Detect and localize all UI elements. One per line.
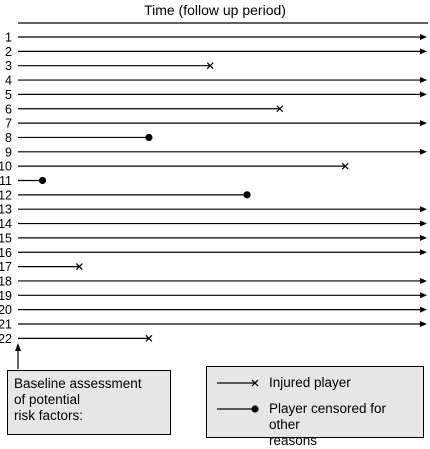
censored-dot-icon (217, 405, 259, 413)
arrow-head-icon (420, 306, 427, 313)
arrow-head-icon (420, 292, 427, 299)
player-row-16: 16 (0, 246, 427, 260)
injured-cross-icon (75, 263, 83, 271)
player-label-11: 11 (0, 174, 12, 188)
player-label-10: 10 (0, 160, 12, 174)
player-label-13: 13 (0, 203, 12, 217)
player-label-20: 20 (0, 303, 12, 317)
player-row-4: 4 (5, 74, 427, 88)
player-row-2: 2 (5, 45, 427, 59)
arrow-head-icon (420, 249, 427, 256)
player-label-21: 21 (0, 318, 12, 332)
cross-stroke (206, 62, 214, 70)
injured-cross-icon (206, 62, 214, 70)
arrow-head-icon (420, 77, 427, 84)
player-label-3: 3 (5, 59, 12, 73)
player-label-12: 12 (0, 188, 12, 202)
player-row-5: 5 (5, 88, 427, 102)
legend-censored-label: Player censored for other reasons (269, 401, 399, 449)
baseline-line-2: of potential (14, 392, 81, 407)
arrow-head-icon (420, 91, 427, 98)
censored-dot-icon (38, 176, 47, 185)
player-label-22: 22 (0, 332, 12, 346)
player-label-4: 4 (5, 74, 12, 88)
player-row-9: 9 (5, 145, 427, 159)
player-label-5: 5 (5, 88, 12, 102)
arrow-head-icon (420, 148, 427, 155)
player-row-17: 17 (0, 260, 83, 274)
player-row-7: 7 (5, 117, 427, 131)
player-label-6: 6 (5, 102, 12, 116)
player-label-2: 2 (5, 45, 12, 59)
diagram-title: Time (follow up period) (144, 2, 286, 18)
follow-up-diagram: Time (follow up period) 1234567891011121… (0, 2, 428, 369)
player-row-21: 21 (0, 318, 427, 332)
arrow-head-icon (420, 220, 427, 227)
player-row-14: 14 (0, 217, 427, 231)
arrow-head-icon (420, 321, 427, 327)
player-label-18: 18 (0, 274, 12, 288)
cross-stroke (75, 263, 83, 271)
player-row-3: 3 (5, 59, 214, 73)
cross-stroke (341, 162, 349, 170)
baseline-line-3: risk factors: (14, 408, 84, 423)
arrow-head-icon (420, 48, 427, 55)
cross-stroke (276, 105, 284, 113)
baseline-assessment-box: Baseline assessment of potential risk fa… (7, 370, 171, 435)
censored-dot-icon (145, 133, 153, 142)
baseline-line-1: Baseline assessment (14, 376, 142, 391)
arrow-head-icon (420, 120, 427, 127)
player-row-13: 13 (0, 203, 427, 217)
player-row-8: 8 (5, 131, 153, 145)
arrow-head-icon (420, 234, 427, 241)
player-row-18: 18 (0, 274, 427, 288)
player-label-1: 1 (5, 31, 12, 45)
player-row-20: 20 (0, 303, 427, 317)
legend-item-censored: Player censored for other reasons (215, 401, 399, 449)
player-row-19: 19 (0, 289, 427, 303)
arrow-head-icon (420, 277, 427, 284)
player-label-7: 7 (5, 117, 12, 131)
arrow-head-icon (420, 206, 427, 213)
legend-injured-label: Injured player (269, 375, 351, 390)
player-label-9: 9 (5, 145, 12, 159)
cross-stroke (145, 334, 153, 342)
player-label-15: 15 (0, 231, 12, 245)
player-row-10: 10 (0, 160, 349, 174)
player-label-8: 8 (5, 131, 12, 145)
player-row-15: 15 (0, 231, 427, 245)
legend-censored-line-2: reasons (269, 433, 318, 448)
player-label-19: 19 (0, 289, 12, 303)
player-label-14: 14 (0, 217, 12, 231)
injured-cross-icon (145, 334, 153, 342)
censored-dot-icon (243, 191, 251, 199)
player-row-6: 6 (5, 102, 284, 116)
legend-box: Injured player Player censored for other… (206, 366, 424, 448)
player-row-11: 11 (0, 174, 47, 188)
player-row-22: 22 (0, 332, 153, 346)
legend-censored-line-1: Player censored for other (269, 401, 387, 432)
injured-cross-icon (341, 162, 349, 170)
injured-cross-icon (276, 105, 284, 113)
player-row-12: 12 (0, 188, 251, 202)
baseline-arrow-head (15, 343, 21, 351)
legend-item-injured: Injured player (215, 375, 399, 391)
player-row-1: 1 (5, 31, 427, 45)
arrow-head-icon (420, 34, 427, 40)
injured-cross-icon (217, 379, 259, 387)
player-label-16: 16 (0, 246, 12, 260)
player-label-17: 17 (0, 260, 12, 274)
